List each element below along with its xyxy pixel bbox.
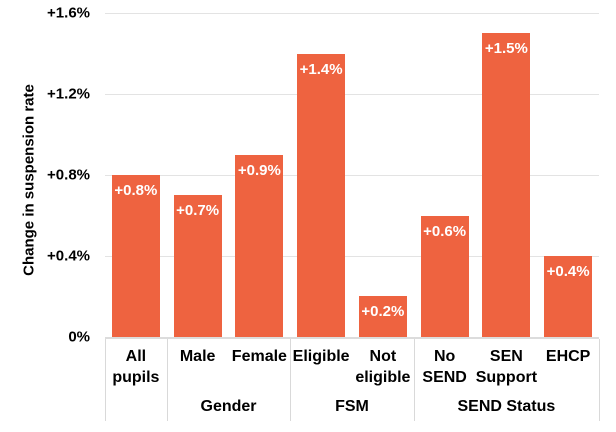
x-axis-line xyxy=(105,337,599,339)
category-label-ehcp: EHCP xyxy=(546,346,590,367)
category-label-line: pupils xyxy=(112,369,160,386)
category-label-eligible: Eligible xyxy=(293,346,350,367)
category-label-line: SEN xyxy=(489,348,523,365)
category-label-female: Female xyxy=(232,346,287,367)
bar-sen-support: +1.5% xyxy=(482,33,531,337)
axis-group-divider xyxy=(166,339,168,421)
bar-value-label: +0.2% xyxy=(361,303,405,320)
bar-value-label: +0.4% xyxy=(546,263,590,280)
group-label-send-status: SEND Status xyxy=(457,398,556,415)
category-label-all-pupils: All pupils xyxy=(112,346,159,388)
category-label-line: No xyxy=(433,348,456,365)
category-label-line: All xyxy=(125,348,147,365)
axis-group-divider xyxy=(599,339,600,421)
category-label-line: Support xyxy=(475,369,538,386)
y-tick-label-1.6: +1.6% xyxy=(47,4,90,22)
y-tick-label-1.2: +1.2% xyxy=(47,85,90,103)
group-label-fsm: FSM xyxy=(335,398,369,415)
category-label-sen-support: SEN Support xyxy=(476,346,537,388)
axis-group-divider xyxy=(290,339,292,421)
bar-ehcp: +0.4% xyxy=(544,256,593,337)
category-label-no-send: No SEND xyxy=(422,346,466,388)
bar-value-label: +1.5% xyxy=(484,40,528,57)
bar-eligible: +1.4% xyxy=(297,54,346,337)
bar-value-label: +1.4% xyxy=(299,61,343,78)
bar-female: +0.9% xyxy=(235,155,284,337)
group-label-gender: Gender xyxy=(200,398,257,415)
y-tick-label-0.8: +0.8% xyxy=(47,166,90,184)
y-tick-label-0: 0% xyxy=(68,328,90,346)
bar-value-label: +0.9% xyxy=(237,162,281,179)
gridline xyxy=(105,12,599,14)
axis-group-divider xyxy=(105,339,106,421)
bar-value-label: +0.6% xyxy=(423,223,467,240)
y-tick-label-0.4: +0.4% xyxy=(47,247,90,265)
bar-no-send: +0.6% xyxy=(420,216,469,337)
category-label-line: eligible xyxy=(355,369,411,386)
category-label-line: SEND xyxy=(422,369,467,386)
bar-not-eligible: +0.2% xyxy=(358,296,407,337)
gridline xyxy=(105,93,599,95)
bar-male: +0.7% xyxy=(173,195,222,337)
category-label-line: Female xyxy=(231,348,287,365)
gridline xyxy=(105,255,599,257)
axis-group-divider xyxy=(413,339,415,421)
category-label-line: EHCP xyxy=(545,348,591,365)
category-label-line: Eligible xyxy=(292,348,350,365)
bar-value-label: +0.8% xyxy=(114,182,158,199)
category-label-line: Not xyxy=(369,348,397,365)
category-label-male: Male xyxy=(180,346,216,367)
category-label-not-eligible: Not eligible xyxy=(355,346,410,388)
bar-all-pupils: +0.8% xyxy=(111,175,160,337)
category-label-line: Male xyxy=(179,348,216,365)
bar-value-label: +0.7% xyxy=(176,202,220,219)
gridline xyxy=(105,174,599,176)
